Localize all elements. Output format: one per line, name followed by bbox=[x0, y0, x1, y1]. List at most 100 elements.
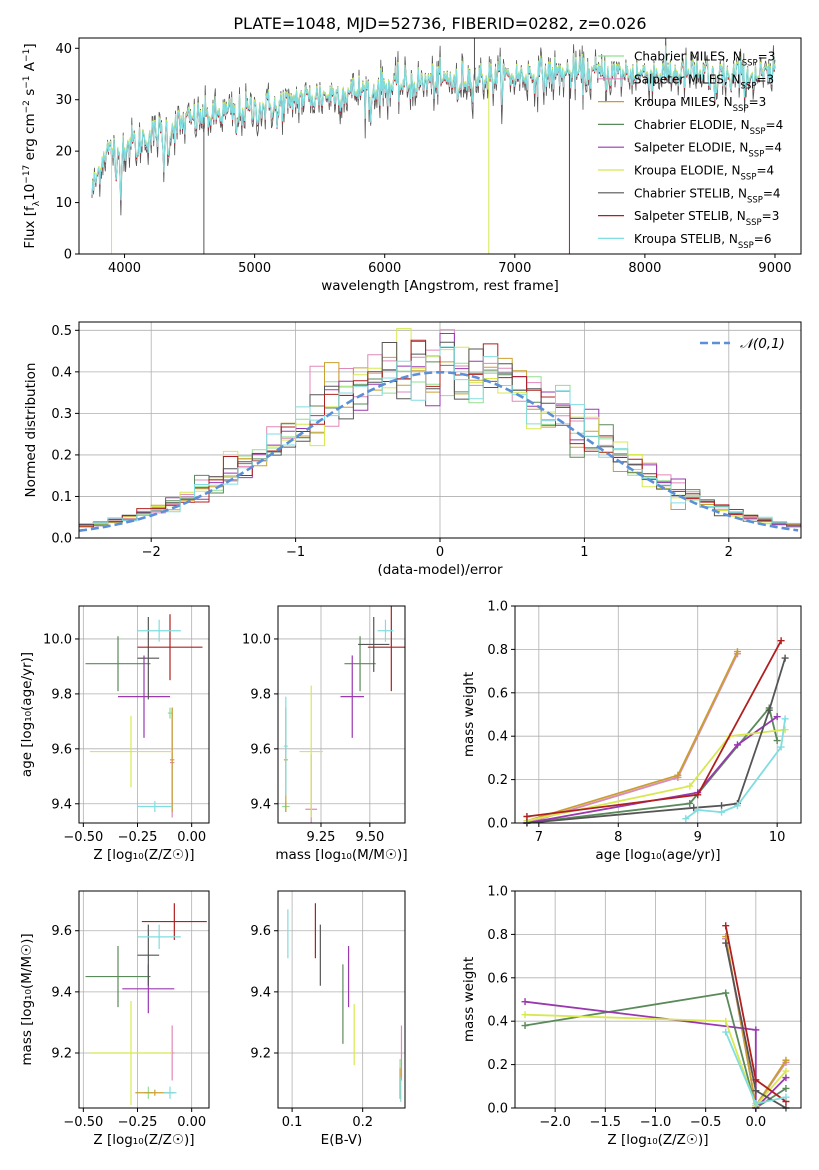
weight-point-marker bbox=[733, 741, 741, 749]
histogram-series bbox=[79, 346, 801, 524]
weight-series-line bbox=[526, 640, 782, 818]
y-tick-label: 0.8 bbox=[487, 643, 508, 658]
y-tick-label: 1.0 bbox=[487, 885, 508, 900]
weight-point-marker bbox=[782, 1067, 790, 1075]
y-tick-label: 0.3 bbox=[51, 407, 72, 422]
legend-entry: Kroupa STELIB, NSSP=6 bbox=[634, 232, 772, 251]
y-tick-label: 0.6 bbox=[487, 971, 508, 986]
x-tick-label: 0.1 bbox=[282, 1115, 303, 1130]
x-tick-label: −1.0 bbox=[640, 1115, 672, 1130]
mass-vs-ebv-panel: 0.1 0.2 9.2 9.4 9.6 E(B-V) bbox=[250, 890, 406, 1148]
residual-histogram-panel: −2 −1 0 1 2 0.0 0.1 0.2 0.3 0.4 0.5 (data-model)/er… bbox=[23, 321, 802, 578]
weight-point-marker bbox=[782, 1074, 790, 1082]
age-vs-mass-panel: 9.25 9.50 9.4 9.6 9.8 10.0 mass [log₁₀(M/M☉)] bbox=[242, 605, 408, 863]
x-tick-label: −1 bbox=[286, 545, 305, 560]
x-axis-label: (data-model)/error bbox=[377, 562, 503, 578]
x-tick-label: 9 bbox=[694, 830, 702, 845]
x-axis-label: Z [log₁₀(Z/Z☉)] bbox=[93, 1132, 194, 1148]
x-tick-label: 7000 bbox=[498, 261, 531, 276]
weight-point-marker bbox=[718, 808, 726, 816]
weight-point-marker bbox=[521, 998, 529, 1006]
y-tick-label: 9.6 bbox=[250, 742, 271, 757]
x-tick-label: 2 bbox=[725, 545, 733, 560]
legend-entry: 𝒩(0,1) bbox=[740, 336, 785, 352]
y-tick-label: 9.6 bbox=[51, 924, 72, 939]
weight-series-line bbox=[526, 715, 778, 824]
axes-frame bbox=[277, 890, 406, 1109]
weight-point-marker bbox=[722, 1017, 730, 1025]
weight-point-marker bbox=[773, 713, 781, 721]
y-axis-label: age [log₁₀(age/yr)] bbox=[19, 652, 35, 777]
y-tick-label: 9.4 bbox=[51, 797, 72, 812]
x-tick-label: −1.5 bbox=[590, 1115, 622, 1130]
weight-point-marker bbox=[690, 804, 698, 812]
weight-series-line bbox=[685, 718, 786, 820]
axes-frame bbox=[514, 890, 802, 1109]
weight-point-marker bbox=[722, 939, 730, 947]
weight-point-marker bbox=[752, 1087, 760, 1095]
y-tick-label: 0 bbox=[64, 248, 72, 263]
weight-point-marker bbox=[523, 812, 531, 820]
x-tick-label: −0.25 bbox=[118, 1115, 158, 1130]
x-tick-label: 5000 bbox=[238, 261, 271, 276]
weight-point-marker bbox=[686, 782, 694, 790]
weight-point-marker bbox=[777, 743, 785, 751]
x-axis-label: wavelength [Angstrom, rest frame] bbox=[321, 278, 559, 294]
y-tick-label: 0.5 bbox=[51, 324, 72, 339]
legend-entry: Kroupa ELODIE, NSSP=4 bbox=[634, 164, 774, 183]
weight-point-marker bbox=[682, 815, 690, 823]
y-tick-label: 9.4 bbox=[51, 985, 72, 1000]
x-tick-label: 0.00 bbox=[177, 830, 206, 845]
axes-frame bbox=[78, 37, 802, 255]
y-tick-label: 0.6 bbox=[487, 686, 508, 701]
y-tick-label: 0.2 bbox=[487, 773, 508, 788]
x-tick-label: −0.50 bbox=[63, 1115, 103, 1130]
y-tick-label: 0.0 bbox=[487, 1102, 508, 1117]
normal-reference-curve bbox=[79, 371, 799, 532]
weight-point-marker bbox=[722, 922, 730, 930]
y-tick-label: 9.4 bbox=[250, 985, 271, 1000]
figure-title: PLATE=1048, MJD=52736, FIBERID=0282, z=0… bbox=[233, 14, 646, 33]
weight-point-marker bbox=[674, 771, 682, 779]
y-tick-label: 9.6 bbox=[250, 924, 271, 939]
y-tick-label: 9.8 bbox=[250, 687, 271, 702]
y-tick-label: 40 bbox=[55, 42, 72, 57]
y-axis-label: mass weight bbox=[461, 672, 477, 757]
spectrum-legend: Chabrier MILES, NSSP=3 Salpeter MILES, NS… bbox=[598, 50, 783, 251]
y-tick-label: 30 bbox=[55, 93, 72, 108]
weight-series-line bbox=[526, 728, 786, 822]
weight-point-marker bbox=[521, 1022, 529, 1030]
axes-frame bbox=[514, 605, 802, 824]
x-tick-label: 9000 bbox=[758, 261, 791, 276]
y-tick-label: 9.2 bbox=[51, 1046, 72, 1061]
y-axis-label: Flux [fλ10−17 erg cm−2 s−1 A−1] bbox=[22, 43, 42, 248]
y-axis-label: mass weight bbox=[461, 957, 477, 1042]
weight-point-marker bbox=[722, 1028, 730, 1036]
x-axis-label: Z [log₁₀(Z/Z☉)] bbox=[93, 847, 194, 863]
mass-vs-metallicity-panel: −0.50 −0.25 0.00 9.2 9.4 9.6 Z [log₁₀(Z/Z☉)] ma… bbox=[19, 890, 210, 1148]
y-tick-label: 1.0 bbox=[487, 600, 508, 615]
x-tick-label: 6000 bbox=[368, 261, 401, 276]
weight-point-marker bbox=[752, 1026, 760, 1034]
axes-frame bbox=[78, 890, 210, 1109]
y-axis-label: mass [log₁₀(M/M☉)] bbox=[19, 933, 35, 1065]
legend-entry: Chabrier STELIB, NSSP=4 bbox=[634, 186, 781, 205]
x-tick-label: 0 bbox=[436, 545, 444, 560]
x-tick-label: 0.0 bbox=[745, 1115, 766, 1130]
y-tick-label: 9.6 bbox=[51, 742, 72, 757]
y-tick-label: 0.1 bbox=[51, 490, 72, 505]
y-axis-label: Normed distribution bbox=[23, 363, 39, 498]
histogram-series bbox=[79, 333, 801, 527]
y-tick-label: 0.8 bbox=[487, 928, 508, 943]
legend-entry: Kroupa MILES, NSSP=3 bbox=[634, 95, 766, 114]
weight-point-marker bbox=[781, 715, 789, 723]
x-tick-label: 9.25 bbox=[307, 830, 336, 845]
weight-point-marker bbox=[733, 802, 741, 810]
legend-entry: Salpeter MILES, NSSP=3 bbox=[634, 72, 774, 91]
weight-point-marker bbox=[521, 1011, 529, 1019]
y-tick-label: 9.4 bbox=[250, 797, 271, 812]
weight-point-marker bbox=[752, 1100, 760, 1108]
x-tick-label: 8000 bbox=[628, 261, 661, 276]
x-tick-label: 1 bbox=[580, 545, 588, 560]
y-tick-label: 10.0 bbox=[43, 632, 72, 647]
